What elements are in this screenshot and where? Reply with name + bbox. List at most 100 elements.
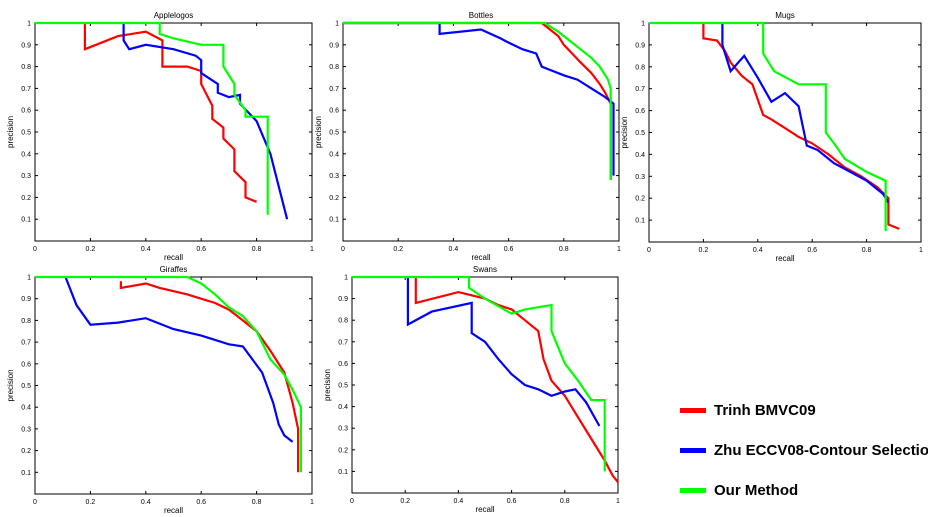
y-tick-label: 0.2 <box>338 447 348 454</box>
series-line-zhu-eccv08-contour-selection <box>406 277 601 427</box>
x-tick-label: 0.4 <box>141 246 151 253</box>
x-axis-label: recall <box>475 505 494 514</box>
series-line-trinh-bmvc09 <box>83 23 258 203</box>
x-tick-label: 0 <box>341 246 345 253</box>
x-tick-label: 1 <box>919 247 923 254</box>
y-tick-label: 0.7 <box>21 86 31 93</box>
x-tick-label: 0.6 <box>196 246 206 253</box>
y-tick-label: 0.4 <box>21 151 31 158</box>
x-tick-label: 0.2 <box>86 246 96 253</box>
y-tick-label: 0.1 <box>338 469 348 476</box>
legend-item-trinh: Trinh BMVC09 <box>680 390 928 430</box>
y-tick-label: 1 <box>641 21 645 28</box>
y-tick-label: 0.3 <box>21 173 31 180</box>
series-line-zhu-eccv08-contour-selection <box>64 276 294 443</box>
series-line-our-method <box>343 21 612 180</box>
legend-label-trinh: Trinh BMVC09 <box>714 401 816 419</box>
y-tick-label: 0.8 <box>329 64 339 71</box>
y-axis-label: precision <box>6 116 15 148</box>
x-tick-label: 0.4 <box>449 246 459 253</box>
y-tick-label: 0.4 <box>21 405 31 412</box>
plot-area <box>34 22 313 242</box>
y-axis-label: precision <box>6 369 15 401</box>
plot-area <box>34 276 313 495</box>
y-tick-label: 0.6 <box>635 108 645 115</box>
y-tick-label: 0.1 <box>329 217 339 224</box>
y-axis-label: precision <box>323 369 332 401</box>
x-tick-label: 0.6 <box>196 499 206 506</box>
x-tick-label: 0.6 <box>504 246 514 253</box>
y-tick-label: 0.5 <box>21 130 31 137</box>
chart-title: Bottles <box>469 11 493 20</box>
y-tick-label: 0.1 <box>21 470 31 477</box>
y-tick-label: 1 <box>335 21 339 28</box>
chart-title: Mugs <box>775 11 795 20</box>
y-tick-label: 0.5 <box>635 130 645 137</box>
y-tick-label: 0.7 <box>329 86 339 93</box>
legend-item-zhu: Zhu ECCV08-Contour Selection <box>680 430 928 470</box>
x-tick-label: 0.8 <box>862 247 872 254</box>
chart-applelogos: 0 0.2 0.4 0.6 0.8 1 0.1 0.2 0.3 0.4 0.5 0.6 0.7 0.8 0.… <box>6 11 314 262</box>
chart-title: Applelogos <box>154 11 194 20</box>
x-tick-label: 0.2 <box>699 247 709 254</box>
series-line-our-method <box>35 21 269 215</box>
y-tick-label: 1 <box>27 275 31 282</box>
y-tick-label: 0.4 <box>338 404 348 411</box>
x-axis-label: recall <box>164 253 183 262</box>
legend-swatch-trinh <box>680 407 706 413</box>
y-tick-label: 1 <box>344 275 348 282</box>
x-tick-label: 0.4 <box>454 498 464 505</box>
x-axis-label: recall <box>471 253 490 262</box>
y-tick-label: 0.7 <box>21 340 31 347</box>
y-tick-label: 0.9 <box>21 296 31 303</box>
y-tick-label: 0.1 <box>21 217 31 224</box>
x-axis-label: recall <box>775 254 794 263</box>
y-tick-label: 0.9 <box>21 42 31 49</box>
y-tick-label: 0.9 <box>338 296 348 303</box>
x-tick-label: 1 <box>616 498 620 505</box>
x-tick-label: 0.8 <box>252 246 262 253</box>
chart-bottles: 0 0.2 0.4 0.6 0.8 1 0.1 0.2 0.3 0.4 0.5 0.6 0.7 0.8 0.… <box>314 11 621 262</box>
series-line-trinh-bmvc09 <box>414 277 619 483</box>
y-tick-label: 0.7 <box>338 339 348 346</box>
x-tick-label: 1 <box>310 246 314 253</box>
y-tick-label: 0.5 <box>329 130 339 137</box>
x-tick-label: 0.2 <box>400 498 410 505</box>
legend-swatch-zhu <box>680 447 706 453</box>
y-tick-label: 0.5 <box>21 383 31 390</box>
y-tick-label: 0.9 <box>329 42 339 49</box>
y-axis-label: precision <box>620 116 629 148</box>
y-tick-label: 0.6 <box>21 108 31 115</box>
x-tick-label: 0.2 <box>393 246 403 253</box>
series-line-zhu-eccv08-contour-selection <box>122 23 289 220</box>
y-tick-label: 0.2 <box>21 448 31 455</box>
x-tick-label: 0 <box>33 246 37 253</box>
y-tick-label: 0.3 <box>21 426 31 433</box>
y-tick-label: 0.9 <box>635 42 645 49</box>
x-tick-label: 0 <box>350 498 354 505</box>
series-line-zhu-eccv08-contour-selection <box>343 21 615 176</box>
x-tick-label: 1 <box>310 499 314 506</box>
y-tick-label: 0.3 <box>635 174 645 181</box>
y-tick-label: 0.8 <box>21 318 31 325</box>
y-tick-label: 0.5 <box>338 383 348 390</box>
x-tick-label: 0 <box>33 499 37 506</box>
x-tick-label: 0 <box>647 247 651 254</box>
x-tick-label: 1 <box>617 246 621 253</box>
x-tick-label: 0.8 <box>252 499 262 506</box>
x-tick-label: 0.8 <box>560 498 570 505</box>
x-tick-label: 0.2 <box>86 499 96 506</box>
y-tick-label: 0.2 <box>21 195 31 202</box>
legend-swatch-our-method <box>680 487 706 493</box>
y-axis-label: precision <box>314 116 323 148</box>
x-axis-label: recall <box>164 506 183 515</box>
y-tick-label: 0.8 <box>338 318 348 325</box>
chart-giraffes: 0 0.2 0.4 0.6 0.8 1 0.1 0.2 0.3 0.4 0.5 0.6 0.7 0.8 0.… <box>6 265 314 515</box>
x-tick-label: 0.6 <box>807 247 817 254</box>
plot-area <box>351 276 619 494</box>
x-tick-label: 0.8 <box>559 246 569 253</box>
series-line-zhu-eccv08-contour-selection <box>721 23 890 204</box>
x-tick-label: 0.6 <box>507 498 517 505</box>
legend-label-our-method: Our Method <box>714 481 799 499</box>
